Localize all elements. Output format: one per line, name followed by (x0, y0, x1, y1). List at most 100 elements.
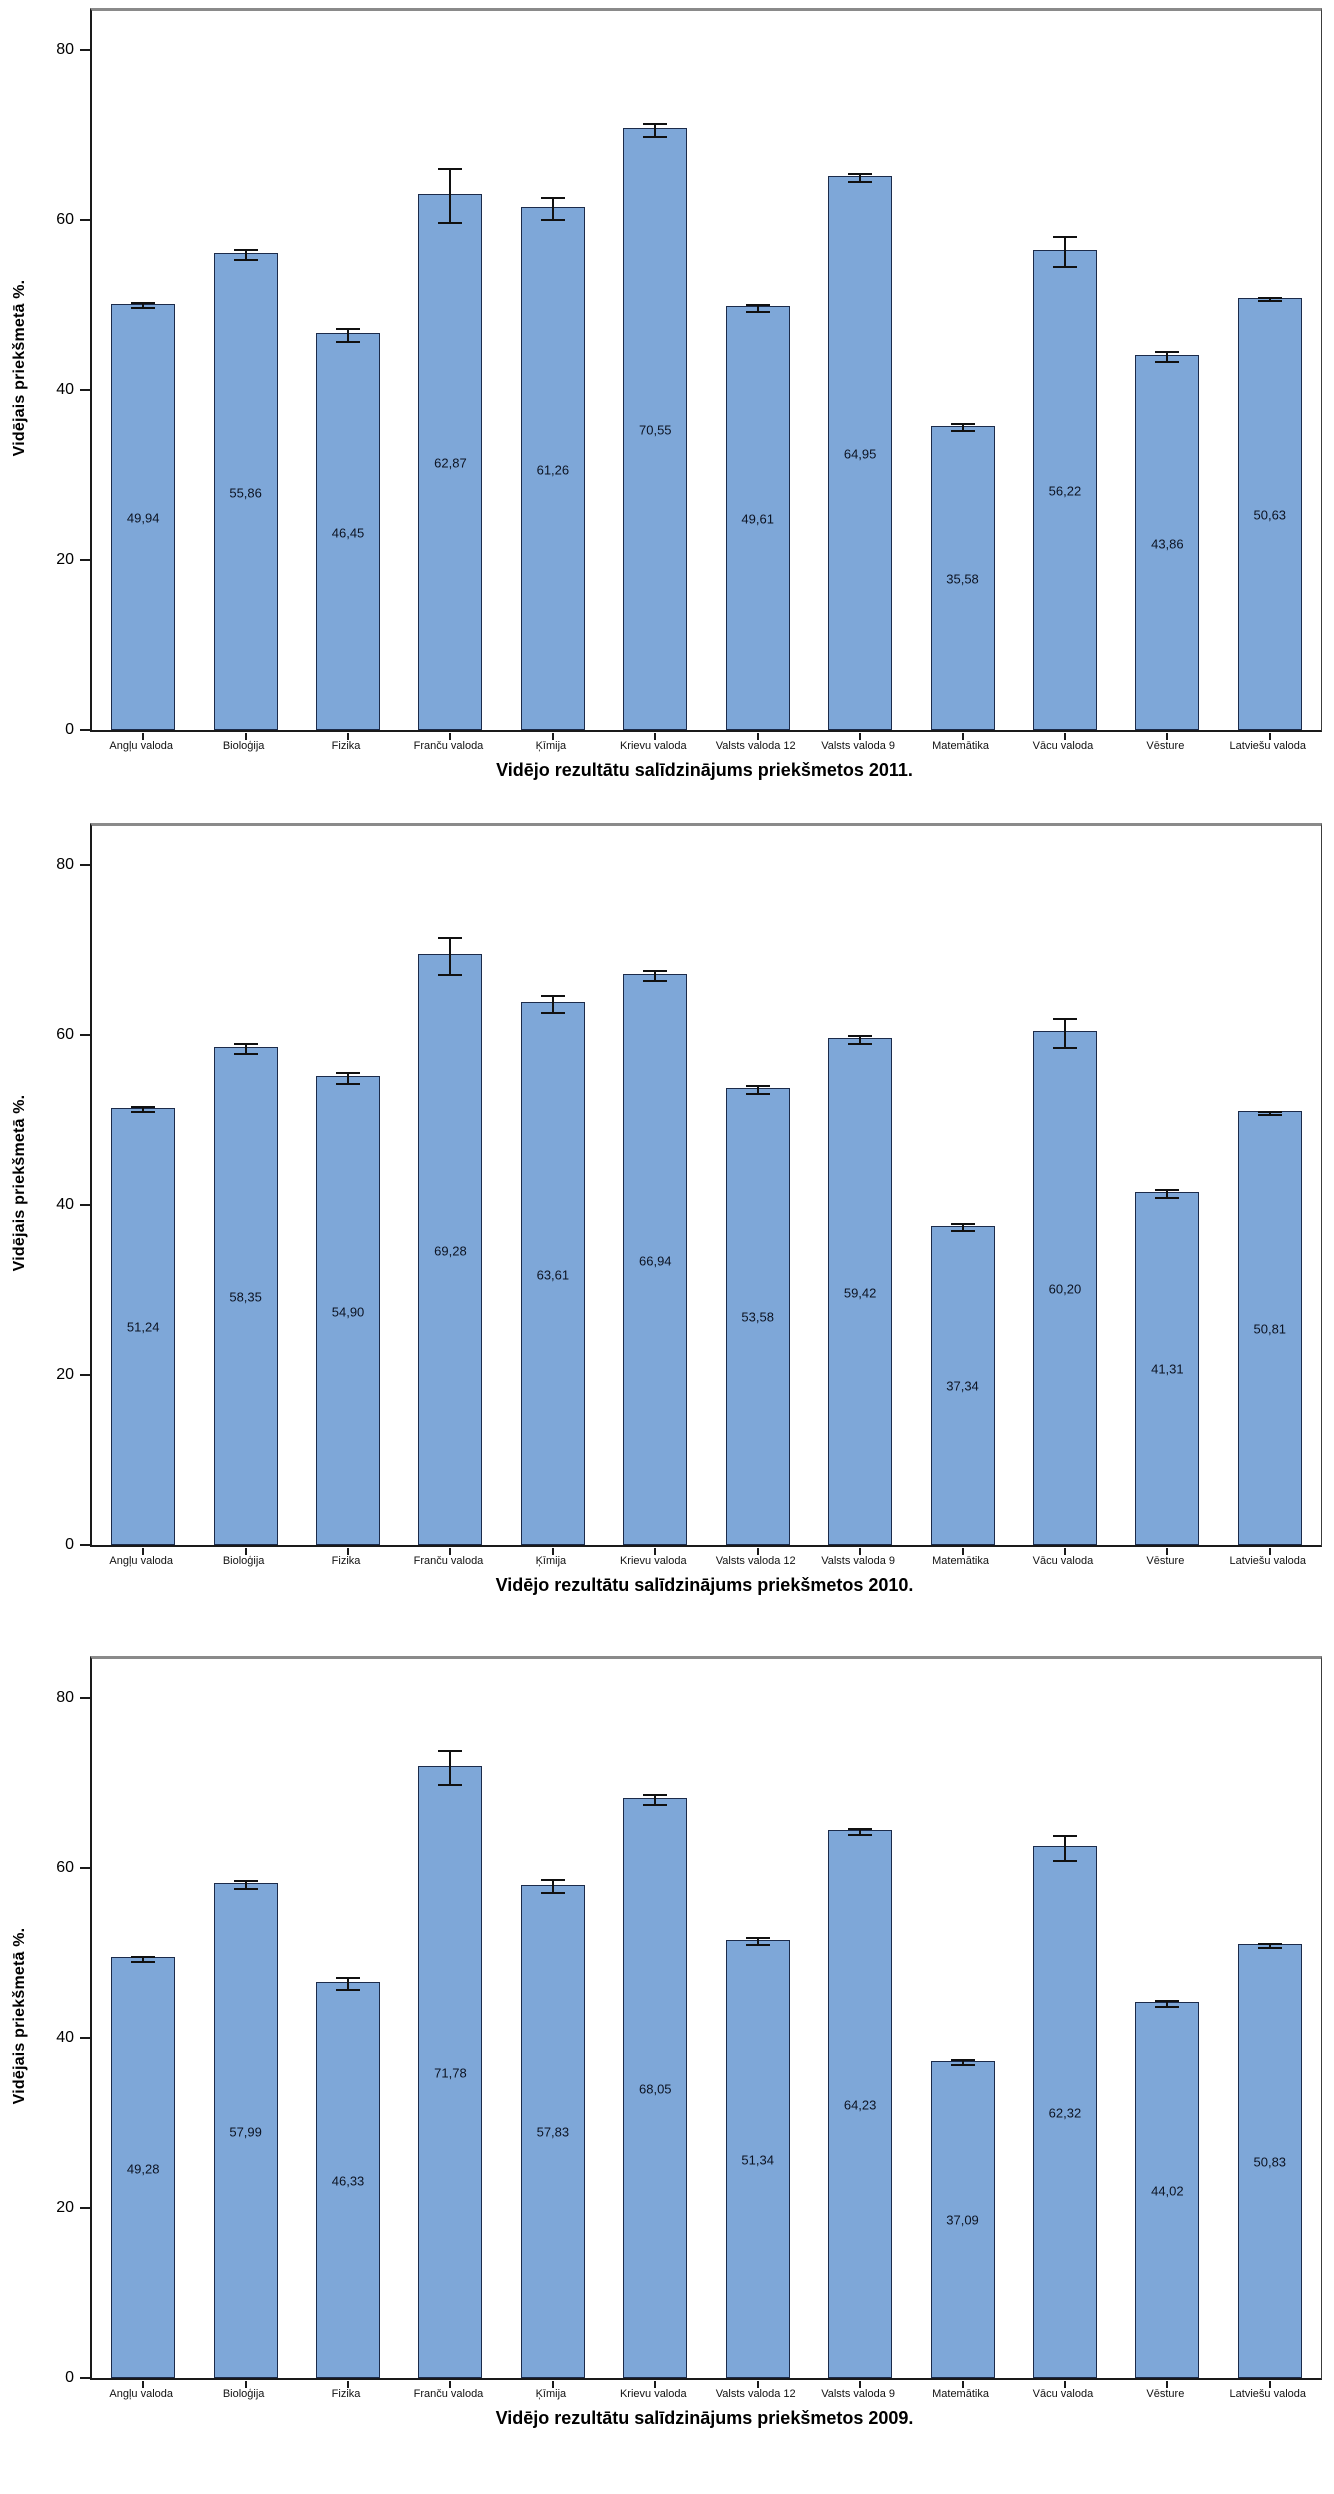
plot-area: 0 20 40 60 80 49,94 55,86 46,45 62,87 61,26 70,55 4… (56, 8, 1322, 740)
error-bar-cap-top (1257, 1943, 1282, 1946)
category-cell: 51,24 (92, 826, 194, 1555)
error-bar-line (449, 1750, 452, 1786)
category-cell: 49,28 (92, 1659, 194, 2388)
error-bar-cap-bottom (438, 973, 463, 976)
error-bar-cap-top (950, 423, 975, 426)
error-bar-cap-top (848, 1034, 873, 1037)
category-cell: 56,22 (1014, 11, 1116, 740)
error-bar-cap-bottom (848, 1834, 873, 1837)
error-bar-cap-bottom (336, 340, 361, 343)
bar-value-label: 53,58 (741, 1309, 774, 1325)
error-bar-cap-bottom (643, 136, 668, 139)
error-bar (745, 1084, 770, 1095)
y-axis-tick (80, 2377, 90, 2379)
error-bar-line (1268, 297, 1271, 303)
error-bar-line (347, 1071, 350, 1086)
bar-value-label: 46,33 (331, 2173, 365, 2189)
bar (213, 253, 278, 730)
error-bar-cap-bottom (1257, 1113, 1282, 1116)
category-cell: 57,99 (194, 1659, 296, 2388)
x-axis-tick (551, 2381, 554, 2388)
error-bar-cap-bottom (233, 1053, 258, 1056)
error-bar-line (551, 197, 554, 222)
x-axis-tick (1063, 1548, 1066, 1555)
y-axis-tick (80, 1204, 90, 1207)
bar (213, 1047, 278, 1545)
bar (1135, 355, 1200, 730)
category-cell: 55,86 (194, 11, 296, 740)
error-bar-cap-top (643, 122, 668, 125)
category-cell: 71,78 (399, 1659, 501, 2388)
error-bar-cap-top (1052, 236, 1077, 239)
category-cell: 51,34 (707, 1659, 809, 2388)
error-bar-cap-bottom (540, 219, 565, 222)
error-bar-cap-top (1257, 297, 1282, 300)
bar (1135, 2001, 1200, 2378)
error-bar-line (1063, 236, 1066, 269)
x-axis-category-label: Valsts valoda 9 (821, 740, 896, 752)
bar-value-label: 46,45 (331, 525, 365, 541)
error-bar-line (449, 167, 452, 224)
x-axis-category-row: Angļu valoda Bioloģija Fizika Franču valoda… (90, 1555, 1319, 1571)
x-axis-category-label: Franču valoda (413, 2388, 484, 2400)
error-bar-line (244, 1880, 247, 1891)
x-axis-tick (1268, 733, 1271, 740)
x-axis-category-label: Valsts valoda 9 (821, 1555, 896, 1567)
bar (213, 1883, 278, 2378)
error-bar (1155, 351, 1180, 364)
error-bar (745, 304, 770, 313)
error-bar-cap-top (950, 2059, 975, 2062)
bar (316, 1982, 381, 2378)
x-axis-tick (142, 733, 145, 740)
bar (930, 425, 995, 730)
error-bar (950, 423, 975, 432)
y-axis-tick-label: 0 (65, 1536, 74, 1553)
error-bar-line (449, 936, 452, 976)
x-axis-category-label: Vācu valoda (1032, 2388, 1094, 2400)
error-bar-line (1166, 1188, 1169, 1200)
category-cell: 49,94 (92, 11, 194, 740)
x-axis-tick (654, 1548, 657, 1555)
x-axis-tick (756, 1548, 759, 1555)
error-bar-cap-top (745, 1937, 770, 1940)
bar (1135, 1191, 1200, 1545)
error-bar (540, 995, 565, 1014)
error-bar-cap-bottom (950, 429, 975, 432)
error-bar-line (347, 1977, 350, 1992)
category-cell: 54,90 (297, 826, 399, 1555)
error-bar-cap-bottom (745, 1092, 770, 1095)
error-bar-line (859, 172, 862, 184)
category-cell: 70,55 (604, 11, 706, 740)
x-axis-category-row: Angļu valoda Bioloģija Fizika Franču valoda… (90, 740, 1319, 756)
x-axis-tick (1166, 733, 1169, 740)
error-bar-cap-bottom (848, 1043, 873, 1046)
error-bar-line (551, 1878, 554, 1895)
error-bar-cap-bottom (1052, 266, 1077, 269)
error-bar-cap-bottom (131, 306, 156, 309)
error-bar-cap-top (745, 1084, 770, 1087)
error-bar-cap-top (336, 1977, 361, 1980)
category-cell: 37,34 (911, 826, 1013, 1555)
category-cell: 46,33 (297, 1659, 399, 2388)
x-axis-category-label: Vācu valoda (1032, 740, 1094, 752)
error-bar-cap-bottom (540, 1011, 565, 1014)
bar-value-label: 50,63 (1253, 507, 1287, 523)
error-bar (336, 1071, 361, 1086)
x-axis-category-label: Bioloģija (222, 1555, 265, 1567)
bar (1237, 1944, 1302, 2378)
bar-value-label: 62,32 (1048, 2105, 1082, 2121)
y-axis-title: Vidējais priekšmetā %. (11, 1927, 28, 2105)
error-bar-cap-top (233, 1043, 258, 1046)
x-axis-tick (1063, 2381, 1066, 2388)
bar-value-label: 59,42 (843, 1285, 877, 1301)
bar-value-label: 56,22 (1048, 483, 1082, 499)
error-bar (233, 1880, 258, 1891)
x-axis-tick (449, 733, 452, 740)
error-bar (643, 122, 668, 139)
y-axis-tick (80, 2037, 90, 2040)
bar (418, 1765, 483, 2378)
category-cell: 63,61 (502, 826, 604, 1555)
x-axis-category-label: Valsts valoda 9 (821, 2388, 896, 2400)
x-axis-tick (961, 2381, 964, 2388)
x-axis-category-label: Vēsture (1146, 2388, 1185, 2400)
